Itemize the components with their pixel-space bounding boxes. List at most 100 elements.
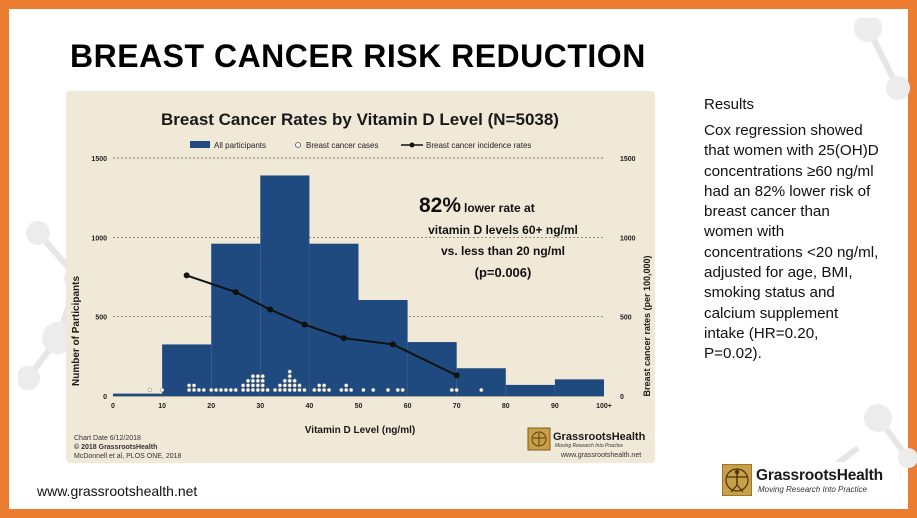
- histogram-chart: Breast Cancer Rates by Vitamin D Level (…: [71, 110, 652, 460]
- x-tick-label: 60: [404, 403, 412, 410]
- vitruvian-logo-icon: [722, 464, 752, 496]
- case-dot: [201, 387, 206, 393]
- x-tick-label: 90: [551, 403, 559, 410]
- case-dot: [186, 387, 192, 393]
- legend-swatch-line-marker: [409, 142, 415, 148]
- case-dot: [245, 387, 251, 393]
- case-dot: [240, 383, 246, 388]
- y-tick-label: 1000: [91, 235, 107, 242]
- incidence-point: [453, 372, 460, 379]
- chart-title: Breast Cancer Rates by Vitamin D Level (…: [161, 110, 559, 129]
- y-tick-label: 1500: [91, 156, 107, 163]
- case-dot: [223, 387, 229, 393]
- case-dot: [250, 383, 256, 388]
- y2-tick-label: 500: [620, 315, 632, 322]
- case-dot: [302, 387, 307, 393]
- chart-logo-url: www.grassrootshealth.net: [560, 452, 641, 459]
- bar: [407, 342, 457, 396]
- chart-copyright: © 2018 GrassrootsHealth: [74, 443, 157, 451]
- case-dot: [260, 383, 265, 388]
- logo-name: GrassrootsHealth: [756, 467, 883, 484]
- case-dot: [395, 387, 400, 393]
- case-dot: [260, 374, 265, 379]
- incidence-point: [232, 289, 239, 296]
- case-dot: [250, 387, 256, 393]
- case-dot: [240, 387, 246, 393]
- case-dot: [196, 387, 202, 393]
- incidence-point: [301, 321, 308, 328]
- incidence-line: [183, 272, 460, 379]
- y2-tick-label: 1500: [620, 156, 636, 163]
- annotation-line1: lower rate at: [464, 201, 535, 215]
- case-dot: [339, 387, 344, 393]
- case-dot: [361, 387, 366, 393]
- incidence-point: [267, 306, 274, 313]
- case-dot: [312, 387, 317, 393]
- case-dot: [277, 383, 283, 388]
- case-dot: [218, 387, 224, 393]
- case-dot: [260, 378, 265, 383]
- case-dot: [191, 383, 197, 388]
- legend-label-cases: Breast cancer cases: [306, 141, 378, 150]
- legend-label-participants: All participants: [214, 141, 266, 150]
- legend-swatch-bars: [190, 141, 210, 148]
- x-tick-label: 10: [158, 403, 166, 410]
- annotation-line2: vitamin D levels 60+ ng/ml: [428, 223, 578, 237]
- slide-title: BREAST CANCER RISK REDUCTION: [70, 38, 646, 74]
- logo-tagline: Moving Research Into Practice: [758, 485, 867, 494]
- incidence-point: [389, 341, 396, 348]
- case-dot: [245, 378, 251, 383]
- case-dot: [250, 378, 256, 383]
- case-dot: [400, 387, 405, 393]
- case-dot: [228, 387, 233, 393]
- chart-date: Chart Date 6/12/2018: [74, 435, 141, 442]
- y-axis-title: Number of Participants: [71, 276, 82, 386]
- incidence-point: [183, 272, 190, 279]
- brand-logo: GrassrootsHealth Moving Research Into Pr…: [718, 462, 896, 499]
- case-dot: [260, 387, 265, 393]
- case-dot: [287, 374, 292, 379]
- case-dot: [292, 387, 297, 393]
- x-tick-label: 0: [111, 403, 115, 410]
- results-panel: Results Cox regression showed that women…: [694, 92, 886, 399]
- x-axis-title: Vitamin D Level (ng/ml): [305, 425, 415, 436]
- case-dot: [287, 369, 292, 374]
- x-tick-label: 40: [306, 403, 314, 410]
- case-dot: [326, 387, 332, 393]
- legend-swatch-cases: [295, 142, 301, 148]
- bar: [260, 175, 310, 396]
- case-dot: [255, 378, 260, 383]
- case-dot: [147, 387, 152, 393]
- chart-logo-name: GrassrootsHealth: [553, 431, 646, 443]
- chart-card: Breast Cancer Rates by Vitamin D Level (…: [66, 91, 655, 463]
- legend: All participants Breast cancer cases Bre…: [190, 141, 531, 150]
- x-tick-label: 50: [355, 403, 363, 410]
- case-dot: [255, 387, 260, 393]
- y-tick-label: 500: [95, 315, 107, 322]
- case-dot: [250, 374, 256, 379]
- case-dot: [317, 383, 322, 388]
- case-dot: [209, 387, 214, 393]
- case-dot: [344, 383, 349, 388]
- case-dot: [282, 378, 288, 383]
- case-dot: [287, 378, 292, 383]
- case-dot: [449, 387, 454, 393]
- chart-citation: McDonnell et al, PLOS ONE, 2018: [74, 453, 181, 460]
- bar: [211, 243, 261, 396]
- case-dot: [282, 387, 288, 393]
- case-dot: [321, 387, 327, 393]
- y-tick-label: 0: [103, 394, 107, 401]
- case-dot: [297, 383, 302, 388]
- bar: [113, 393, 163, 396]
- x-tick-label: 70: [453, 403, 461, 410]
- case-dot: [385, 387, 391, 393]
- case-dot: [348, 387, 354, 393]
- case-dot: [159, 387, 165, 393]
- footer-url: www.grassrootshealth.net: [37, 483, 198, 499]
- case-dot: [213, 387, 219, 393]
- case-dot: [454, 387, 459, 393]
- results-heading: Results: [704, 96, 755, 113]
- bar: [505, 384, 555, 396]
- case-dot: [371, 387, 376, 393]
- case-dot: [255, 374, 260, 379]
